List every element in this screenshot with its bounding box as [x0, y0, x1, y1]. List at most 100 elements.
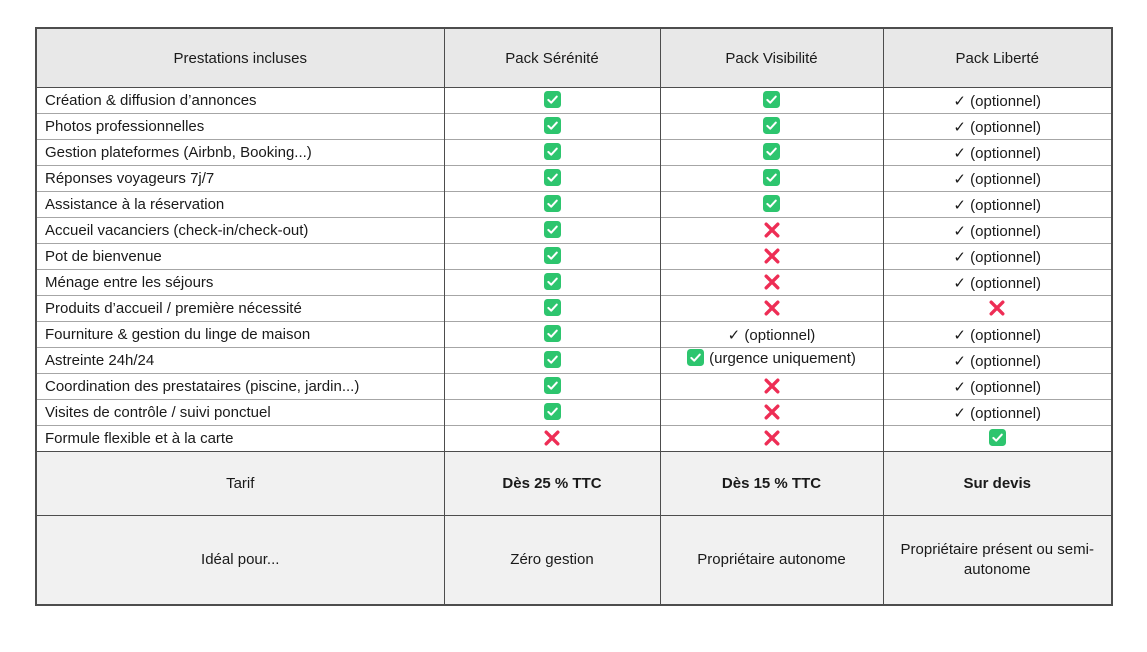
column-header-pack-serenite: Pack Sérénité: [443, 28, 661, 88]
feature-row: Assistance à la réservation ✓ (optionnel): [35, 191, 1113, 218]
tarif-pack-serenite: Dès 25 % TTC: [443, 451, 661, 516]
optional-text: (optionnel): [970, 404, 1042, 422]
cross-icon: [763, 274, 781, 290]
check-icon: [687, 349, 705, 366]
feature-cell: [659, 295, 884, 322]
feature-row: Formule flexible et à la carte: [35, 425, 1113, 452]
feature-cell: (urgence uniquement): [659, 347, 884, 374]
check-icon: [543, 117, 561, 135]
optional-check-mark: ✓: [953, 378, 971, 396]
check-icon: [763, 117, 780, 135]
feature-row: Ménage entre les séjours ✓ (optionnel): [35, 269, 1113, 296]
feature-label: Coordination des prestataires (piscine, …: [35, 373, 445, 400]
feature-label: Gestion plateformes (Airbnb, Booking...): [35, 139, 445, 166]
feature-row: Astreinte 24h/24 (urgence uniquement) ✓ (o…: [35, 347, 1113, 374]
cross-icon: [763, 404, 781, 420]
feature-row: Visites de contrôle / suivi ponctuel ✓ (o…: [35, 399, 1113, 426]
tarif-pack-liberte: Sur devis: [882, 451, 1113, 516]
cross-icon: [763, 300, 781, 316]
feature-cell: [443, 243, 661, 270]
feature-cell: ✓ (optionnel): [882, 113, 1113, 140]
feature-cell: ✓ (optionnel): [882, 399, 1113, 426]
check-icon: [543, 169, 561, 187]
feature-row: Gestion plateformes (Airbnb, Booking...)…: [35, 139, 1113, 166]
optional-text: (optionnel): [970, 170, 1042, 188]
feature-cell: ✓ (optionnel): [882, 373, 1113, 400]
feature-cell: ✓ (optionnel): [882, 217, 1113, 244]
feature-label: Création & diffusion d’annonces: [35, 87, 445, 114]
feature-row: Produits d’accueil / première nécessité: [35, 295, 1113, 322]
cross-icon: [763, 430, 781, 446]
feature-cell: [443, 295, 661, 322]
note-text: (urgence uniquement): [709, 350, 856, 367]
cross-icon: [763, 248, 781, 264]
feature-row: Création & diffusion d’annonces ✓ (option…: [35, 87, 1113, 114]
cross-icon: [763, 378, 781, 394]
feature-cell: [443, 347, 661, 374]
optional-text: (optionnel): [970, 144, 1042, 162]
feature-cell: [659, 425, 884, 452]
optional-text: (optionnel): [744, 326, 816, 344]
optional-text: (optionnel): [970, 248, 1042, 266]
feature-cell: [443, 217, 661, 244]
optional-text: (optionnel): [970, 196, 1042, 214]
feature-label: Astreinte 24h/24: [35, 347, 445, 374]
check-icon: [543, 325, 561, 343]
feature-row: Coordination des prestataires (piscine, …: [35, 373, 1113, 400]
feature-cell: [443, 321, 661, 348]
check-icon: [543, 247, 561, 265]
feature-cell: [659, 217, 884, 244]
ideal-label: Idéal pour...: [35, 515, 445, 605]
optional-check-mark: ✓: [953, 196, 971, 214]
check-icon: [763, 143, 780, 161]
check-icon: [763, 91, 780, 109]
feature-label: Assistance à la réservation: [35, 191, 445, 218]
check-icon: [543, 377, 561, 395]
check-icon: [543, 351, 561, 369]
feature-label: Pot de bienvenue: [35, 243, 445, 270]
pricing-comparison-table: Prestations incluses Pack Sérénité Pack …: [35, 27, 1113, 606]
cross-icon: [763, 222, 781, 238]
check-icon: [543, 221, 561, 239]
feature-cell: [443, 139, 661, 166]
tarif-row: Tarif Dès 25 % TTC Dès 15 % TTC Sur devi…: [35, 451, 1113, 516]
feature-cell: [659, 269, 884, 296]
feature-cell: [659, 87, 884, 114]
check-with-note: (urgence uniquement): [687, 349, 856, 367]
check-icon: [543, 195, 561, 213]
check-icon: [543, 273, 561, 291]
feature-cell: [443, 269, 661, 296]
check-icon: [543, 299, 561, 317]
optional-text: (optionnel): [970, 326, 1042, 344]
feature-cell: [443, 373, 661, 400]
feature-cell: [659, 243, 884, 270]
optional-check-mark: ✓: [727, 326, 745, 344]
optional-check-mark: ✓: [953, 274, 971, 292]
optional-check-mark: ✓: [953, 170, 971, 188]
check-icon: [543, 143, 561, 161]
feature-label: Formule flexible et à la carte: [35, 425, 445, 452]
feature-cell: ✓ (optionnel): [882, 347, 1113, 374]
check-icon: [763, 169, 780, 187]
optional-text: (optionnel): [970, 222, 1042, 240]
feature-rows: Création & diffusion d’annonces ✓ (option…: [35, 87, 1113, 452]
optional-text: (optionnel): [970, 352, 1042, 370]
column-header-pack-visibilite: Pack Visibilité: [659, 28, 884, 88]
optional-check-mark: ✓: [953, 352, 971, 370]
feature-cell: ✓ (optionnel): [882, 243, 1113, 270]
feature-cell: [443, 165, 661, 192]
check-icon: [543, 91, 561, 109]
check-icon: [988, 429, 1006, 447]
optional-text: (optionnel): [970, 378, 1042, 396]
feature-label: Produits d’accueil / première nécessité: [35, 295, 445, 322]
feature-label: Ménage entre les séjours: [35, 269, 445, 296]
feature-cell: ✓ (optionnel): [882, 87, 1113, 114]
ideal-row: Idéal pour... Zéro gestion Propriétaire …: [35, 515, 1113, 605]
feature-cell: [882, 295, 1113, 322]
feature-cell: ✓ (optionnel): [882, 139, 1113, 166]
check-icon: [763, 195, 780, 213]
feature-cell: ✓ (optionnel): [659, 321, 884, 348]
feature-label: Fourniture & gestion du linge de maison: [35, 321, 445, 348]
feature-label: Accueil vacanciers (check-in/check-out): [35, 217, 445, 244]
feature-cell: ✓ (optionnel): [882, 191, 1113, 218]
